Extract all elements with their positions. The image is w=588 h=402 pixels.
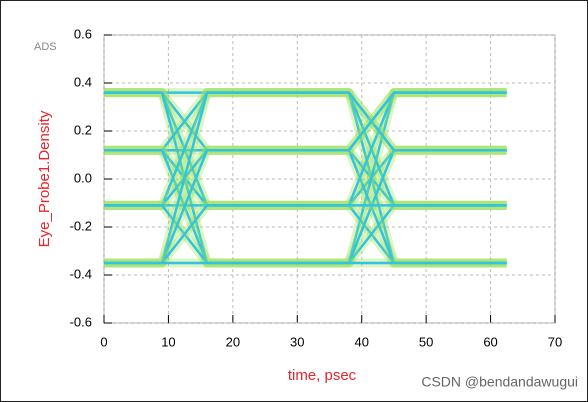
x-tick-label: 0 <box>100 334 107 349</box>
watermark: CSDN @bendandawugui <box>421 374 578 390</box>
plot-area: 0 10 20 30 40 50 60 70 -0.6 -0.4 -0.2 0.0 0.2 0.4 0.6 <box>70 26 563 349</box>
x-tick-label: 30 <box>290 334 304 349</box>
x-axis-label: time, psec <box>288 367 357 384</box>
x-tick-label: 50 <box>419 334 433 349</box>
corner-label: ADS <box>34 41 57 53</box>
x-tick-label: 40 <box>354 334 368 349</box>
y-axis-label: Eye_Probe1.Density <box>36 110 53 247</box>
x-tick-label: 70 <box>548 334 562 349</box>
x-tick-label: 60 <box>483 334 497 349</box>
y-tick-label: -0.2 <box>70 218 92 233</box>
y-tick-label: -0.6 <box>70 314 92 329</box>
y-tick-label: 0.0 <box>74 170 92 185</box>
x-tick-label: 20 <box>226 334 240 349</box>
y-tick-label: 0.2 <box>74 122 92 137</box>
y-tick-label: 0.6 <box>74 26 92 41</box>
plot-frame <box>103 34 556 324</box>
y-tick-label: 0.4 <box>74 74 92 89</box>
x-tick-label: 10 <box>161 334 175 349</box>
y-tick-label: -0.4 <box>70 266 92 281</box>
